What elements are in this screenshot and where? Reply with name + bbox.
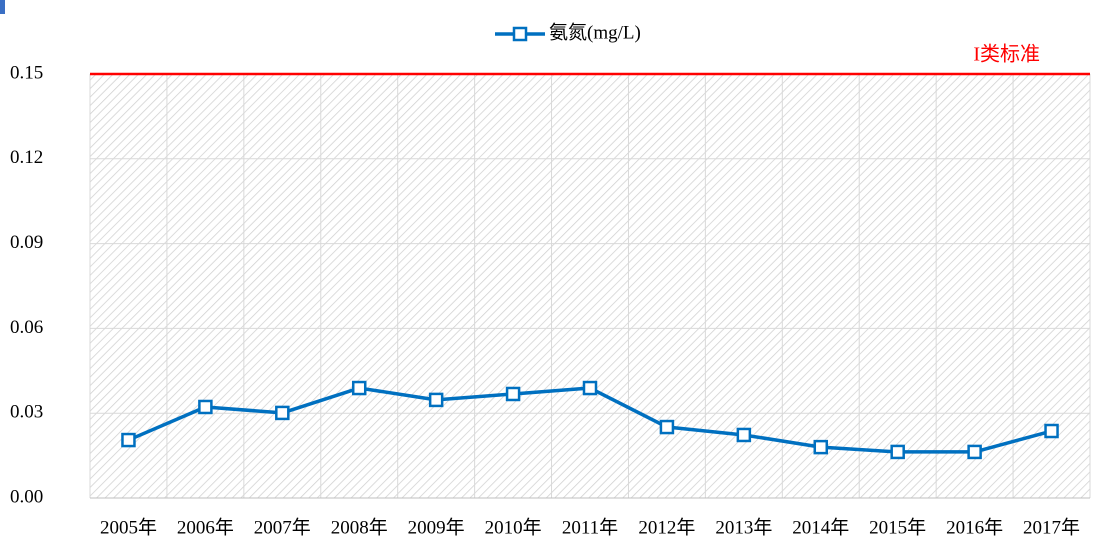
marker (813, 439, 829, 455)
reference-label: I类标准 (973, 43, 1040, 66)
marker (428, 392, 444, 408)
y-tick-label: 0.03 (10, 402, 43, 423)
marker (351, 380, 367, 396)
y-tick-label: 0.00 (10, 486, 43, 507)
x-tick-label: 2006年 (177, 516, 234, 538)
marker (967, 444, 982, 460)
marker (582, 380, 598, 396)
x-tick-label: 2008年 (331, 516, 388, 538)
x-tick-label: 2013年 (715, 516, 772, 538)
y-tick-label: 0.12 (10, 147, 43, 168)
plot-area (90, 74, 1090, 498)
x-tick-label: 2009年 (408, 516, 465, 538)
marker (121, 432, 136, 448)
x-tick-label: 2015年 (869, 516, 926, 538)
x-tick-label: 2016年 (946, 516, 1003, 538)
x-tick-label: 2014年 (792, 516, 849, 538)
marker (1044, 423, 1059, 439)
marker (275, 405, 290, 421)
marker (890, 444, 905, 460)
marker (736, 427, 752, 443)
x-tick-label: 2012年 (638, 516, 695, 538)
x-tick-label: 2007年 (254, 516, 311, 538)
marker (198, 399, 213, 415)
corner-decor (0, 0, 5, 14)
y-tick-label: 0.15 (10, 62, 43, 83)
marker (659, 419, 675, 435)
marker (505, 386, 521, 402)
y-tick-label: 0.06 (10, 317, 43, 338)
legend-marker (512, 26, 528, 42)
x-tick-label: 2005年 (100, 516, 157, 538)
x-tick-label: 2017年 (1023, 516, 1080, 538)
y-tick-label: 0.09 (10, 232, 43, 253)
x-tick-label: 2010年 (485, 516, 542, 538)
x-tick-label: 2011年 (562, 516, 618, 538)
legend-label: 氨氮(mg/L) (549, 21, 641, 43)
